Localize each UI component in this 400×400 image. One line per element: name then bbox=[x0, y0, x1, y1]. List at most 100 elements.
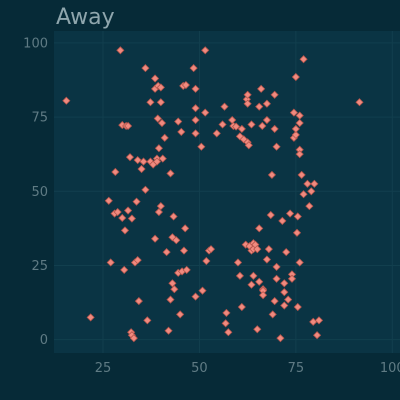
data-point bbox=[280, 279, 289, 288]
data-point bbox=[176, 310, 185, 319]
data-point bbox=[262, 115, 271, 125]
data-point bbox=[270, 124, 279, 134]
data-point bbox=[127, 214, 136, 223]
data-point bbox=[212, 129, 221, 138]
data-point bbox=[231, 122, 241, 131]
data-point bbox=[278, 216, 287, 226]
data-point bbox=[270, 90, 279, 99]
data-point bbox=[282, 248, 291, 257]
data-point bbox=[116, 46, 125, 55]
data-point bbox=[291, 130, 300, 139]
data-point bbox=[295, 111, 304, 120]
data-points bbox=[62, 46, 364, 343]
x-axis-tick-labels: 25 50 75 100 bbox=[95, 361, 400, 376]
x-tick-label: 25 bbox=[95, 361, 112, 376]
data-point bbox=[150, 74, 160, 83]
data-point bbox=[181, 80, 190, 90]
x-tick-label: 75 bbox=[288, 361, 305, 376]
data-point bbox=[291, 72, 300, 82]
data-point bbox=[355, 98, 364, 107]
data-point bbox=[310, 179, 319, 188]
data-point bbox=[152, 157, 162, 166]
data-point bbox=[244, 141, 253, 150]
data-point bbox=[221, 319, 230, 328]
data-point bbox=[257, 84, 266, 93]
data-point bbox=[297, 170, 306, 180]
data-point bbox=[120, 226, 130, 235]
data-point bbox=[305, 202, 314, 211]
data-point bbox=[166, 295, 175, 304]
data-point bbox=[156, 83, 165, 92]
data-point bbox=[86, 313, 95, 322]
x-tick-label: 50 bbox=[191, 361, 208, 376]
y-tick-label: 25 bbox=[31, 259, 48, 274]
data-point bbox=[113, 207, 122, 217]
data-point bbox=[289, 108, 298, 117]
data-point bbox=[235, 271, 244, 280]
data-point bbox=[222, 308, 231, 318]
data-point bbox=[295, 150, 304, 159]
data-point bbox=[169, 212, 178, 221]
data-point bbox=[314, 316, 324, 325]
data-point bbox=[280, 288, 289, 297]
y-tick-label: 50 bbox=[31, 185, 48, 200]
data-point bbox=[264, 245, 273, 254]
data-point bbox=[255, 224, 264, 233]
data-point bbox=[286, 209, 295, 218]
data-point bbox=[262, 99, 271, 108]
data-point bbox=[266, 210, 275, 220]
data-point bbox=[291, 124, 300, 134]
data-point bbox=[287, 274, 297, 283]
x-tick-label: 100 bbox=[380, 361, 400, 376]
data-point bbox=[157, 118, 167, 128]
data-point bbox=[220, 102, 229, 111]
data-point bbox=[132, 197, 141, 206]
data-point bbox=[133, 156, 142, 165]
data-point bbox=[247, 280, 256, 289]
y-tick-label: 100 bbox=[23, 36, 48, 51]
data-point bbox=[139, 157, 148, 166]
y-axis-tick-labels: 0 25 50 75 100 bbox=[23, 36, 48, 348]
data-point bbox=[243, 90, 252, 99]
data-point bbox=[170, 285, 179, 294]
gridlines bbox=[54, 31, 400, 353]
data-point bbox=[262, 255, 271, 264]
data-point bbox=[162, 248, 171, 257]
data-point bbox=[120, 265, 129, 274]
data-point bbox=[272, 262, 281, 272]
data-point bbox=[237, 302, 246, 312]
y-tick-label: 75 bbox=[31, 111, 48, 126]
data-point bbox=[272, 274, 281, 283]
data-point bbox=[299, 190, 308, 199]
data-point bbox=[141, 64, 150, 73]
data-point bbox=[313, 331, 322, 340]
data-point bbox=[156, 98, 165, 107]
data-point bbox=[174, 117, 183, 126]
data-point bbox=[133, 256, 142, 265]
data-point bbox=[295, 258, 304, 267]
data-point bbox=[156, 202, 165, 211]
data-point bbox=[150, 234, 160, 243]
data-point bbox=[299, 55, 308, 64]
data-point bbox=[201, 108, 210, 117]
data-point bbox=[255, 102, 264, 111]
data-point bbox=[268, 310, 277, 319]
data-point bbox=[253, 325, 262, 334]
data-point bbox=[160, 133, 169, 142]
data-point bbox=[249, 271, 258, 280]
data-point bbox=[258, 121, 267, 131]
data-point bbox=[276, 334, 285, 343]
data-point bbox=[198, 286, 207, 295]
data-point bbox=[191, 104, 200, 113]
data-point bbox=[164, 326, 173, 335]
y-tick-label: 0 bbox=[40, 333, 48, 348]
data-point bbox=[168, 279, 177, 288]
data-point bbox=[129, 334, 138, 343]
data-point bbox=[118, 213, 127, 223]
data-point bbox=[141, 185, 150, 194]
data-point bbox=[237, 124, 246, 134]
data-point bbox=[303, 179, 312, 188]
data-point bbox=[270, 296, 279, 306]
data-point bbox=[177, 127, 186, 136]
